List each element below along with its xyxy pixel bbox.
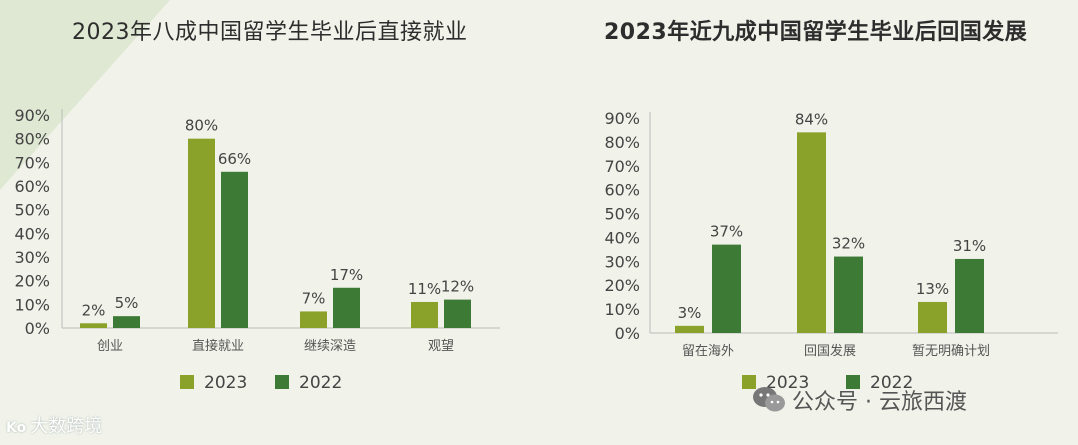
- data-label: 12%: [441, 278, 474, 296]
- y-tick-label: 40%: [604, 228, 640, 247]
- legend-label-2023: 2023: [766, 373, 809, 393]
- data-label: 17%: [330, 266, 363, 284]
- watermark-left-text: 大数跨境: [30, 416, 103, 437]
- y-tick-label: 40%: [14, 224, 50, 243]
- chart-title-left: 2023年八成中国留学生毕业后直接就业: [72, 20, 468, 45]
- data-label: 2%: [82, 301, 106, 319]
- legend-label-2023: 2023: [204, 373, 247, 393]
- data-label: 3%: [678, 304, 702, 322]
- y-tick-label: 90%: [604, 109, 640, 128]
- y-tick-label: 30%: [604, 252, 640, 271]
- data-label: 80%: [185, 117, 218, 135]
- bar-2022-0: [712, 244, 741, 333]
- y-tick-label: 80%: [14, 130, 50, 149]
- bar-2023-1: [797, 132, 826, 333]
- category-label: 创业: [97, 339, 123, 354]
- y-tick-label: 30%: [14, 248, 50, 267]
- data-label: 11%: [408, 280, 441, 298]
- y-tick-label: 0%: [615, 324, 640, 343]
- bar-2023-3: [411, 301, 438, 328]
- legend-swatch-2023: [180, 375, 194, 389]
- y-tick-label: 20%: [604, 276, 640, 295]
- wechat-icon: [752, 386, 786, 414]
- bar-2022-0: [113, 316, 140, 328]
- watermark-right: 公众号 · 云旅西渡: [752, 384, 967, 416]
- data-label: 84%: [795, 110, 828, 128]
- y-tick-label: 80%: [604, 133, 640, 152]
- y-tick-label: 50%: [604, 205, 640, 224]
- category-label: 回国发展: [804, 343, 856, 359]
- bar-2022-2: [333, 287, 360, 328]
- y-tick-label: 60%: [14, 177, 50, 196]
- bar-2022-1: [834, 256, 863, 333]
- legend-swatch-2023: [742, 375, 756, 389]
- category-label: 暂无明确计划: [912, 344, 990, 359]
- category-label: 继续深造: [304, 339, 356, 354]
- bar-2023-2: [300, 311, 327, 328]
- y-tick-label: 50%: [14, 201, 50, 220]
- data-label: 31%: [953, 237, 986, 255]
- y-tick-label: 0%: [25, 319, 50, 338]
- data-label: 13%: [916, 280, 949, 298]
- data-label: 66%: [218, 150, 251, 168]
- y-tick-label: 60%: [604, 181, 640, 200]
- category-label: 观望: [428, 338, 454, 354]
- y-tick-label: 10%: [14, 295, 50, 314]
- watermark-left: Ko 大数跨境: [6, 412, 102, 438]
- y-tick-label: 90%: [14, 106, 50, 125]
- data-label: 32%: [832, 235, 865, 253]
- y-tick-label: 70%: [14, 153, 50, 172]
- watermark-right-text: 公众号 · 云旅西渡: [792, 390, 967, 415]
- bar-2023-0: [80, 323, 107, 328]
- data-label: 5%: [115, 294, 139, 312]
- data-label: 7%: [302, 289, 326, 307]
- chart-title-right: 2023年近九成中国留学生毕业后回国发展: [604, 20, 1028, 45]
- category-label: 直接就业: [192, 338, 244, 354]
- bar-2022-2: [955, 258, 984, 333]
- legend-label-2022: 2022: [299, 373, 342, 393]
- bar-2023-0: [675, 325, 704, 333]
- legend-swatch-2022: [846, 375, 860, 389]
- bar-2023-2: [918, 301, 947, 333]
- y-tick-label: 20%: [14, 272, 50, 291]
- legend-swatch-2022: [275, 375, 289, 389]
- y-tick-label: 10%: [604, 300, 640, 319]
- legend-label-2022: 2022: [870, 373, 913, 393]
- bar-2022-3: [444, 299, 471, 328]
- bar-2023-1: [188, 138, 215, 328]
- watermark-logo: Ko: [6, 420, 27, 436]
- y-tick-label: 70%: [604, 157, 640, 176]
- category-label: 留在海外: [682, 344, 734, 359]
- bar-2022-1: [221, 171, 248, 328]
- data-label: 37%: [710, 223, 743, 241]
